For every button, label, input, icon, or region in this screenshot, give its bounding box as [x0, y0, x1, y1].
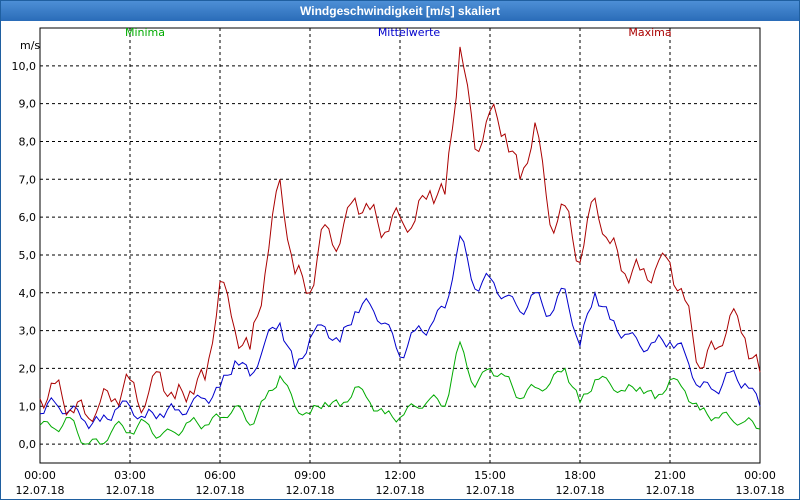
y-tick-label: 5,0 — [19, 249, 37, 262]
x-tick-date: 12.07.18 — [16, 484, 65, 497]
y-tick-label: 8,0 — [19, 135, 37, 148]
x-tick-date: 12.07.18 — [376, 484, 425, 497]
series-line-mittelwerte — [39, 234, 761, 430]
x-tick-date: 13.07.18 — [736, 484, 785, 497]
y-tick-label: 2,0 — [19, 362, 37, 375]
series-line-maxima — [39, 46, 761, 423]
x-tick-time: 12:00 — [384, 469, 416, 482]
x-tick-time: 21:00 — [654, 469, 686, 482]
legend-entry-mittelwerte: Mittelwerte — [378, 26, 441, 39]
x-tick-date: 12.07.18 — [466, 484, 515, 497]
y-tick-label: 6,0 — [19, 211, 37, 224]
x-tick-time: 00:00 — [744, 469, 776, 482]
grid — [40, 28, 760, 463]
y-tick-label: 1,0 — [19, 400, 37, 413]
x-tick-labels: 00:00 12.07.18 03:00 12.07.18 06:00 12.07.18 0… — [16, 469, 785, 497]
series-lines — [39, 46, 761, 445]
window-title: Windgeschwindigkeit [m/s] skaliert — [1, 1, 799, 21]
x-tick-time: 06:00 — [204, 469, 236, 482]
x-tick-time: 18:00 — [564, 469, 596, 482]
x-tick-time: 09:00 — [294, 469, 326, 482]
x-tick-date: 12.07.18 — [646, 484, 695, 497]
x-tick-date: 12.07.18 — [196, 484, 245, 497]
x-tick-time: 03:00 — [114, 469, 146, 482]
legend: Minima Mittelwerte Maxima — [125, 26, 672, 39]
y-tick-labels: 0,0 1,0 2,0 3,0 4,0 5,0 6,0 7,0 8,0 9,0 10,0 — [12, 60, 37, 451]
x-tick-time: 00:00 — [24, 469, 56, 482]
y-tick-label: 10,0 — [12, 60, 37, 73]
x-tick-time: 15:00 — [474, 469, 506, 482]
legend-entry-minima: Minima — [125, 26, 165, 39]
series-line-minima — [39, 340, 761, 445]
y-tick-label: 7,0 — [19, 173, 37, 186]
y-axis-label: m/s — [20, 39, 40, 52]
x-tick-date: 12.07.18 — [286, 484, 335, 497]
legend-entry-maxima: Maxima — [628, 26, 671, 39]
y-tick-label: 4,0 — [19, 287, 37, 300]
y-tick-label: 3,0 — [19, 325, 37, 338]
x-tick-date: 12.07.18 — [556, 484, 605, 497]
y-tick-label: 0,0 — [19, 438, 37, 451]
y-tick-label: 9,0 — [19, 98, 37, 111]
plot-frame — [39, 27, 761, 464]
x-tick-date: 12.07.18 — [106, 484, 155, 497]
